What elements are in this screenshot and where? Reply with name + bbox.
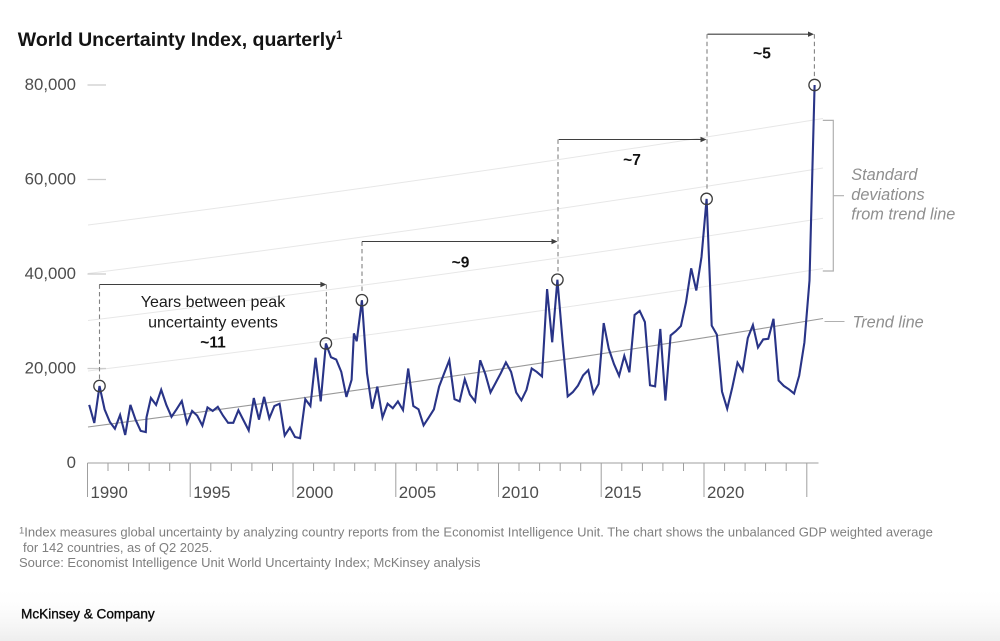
svg-text:40,000: 40,000 [25,264,76,283]
svg-text:for 142 countries, as of Q2 20: for 142 countries, as of Q2 2025. [23,540,212,555]
svg-text:2000: 2000 [296,483,333,502]
svg-text:1Index measures global uncerta: 1Index measures global uncertainty by an… [19,525,933,540]
svg-text:0: 0 [67,453,76,472]
svg-text:~5: ~5 [753,46,771,63]
svg-text:from trend line: from trend line [851,205,955,223]
svg-text:~11: ~11 [200,335,226,352]
svg-text:Source: Economist Intelligence: Source: Economist Intelligence Unit Worl… [19,555,481,570]
svg-text:20,000: 20,000 [25,359,76,378]
svg-text:Standard: Standard [851,166,918,184]
svg-text:Trend line: Trend line [853,314,924,332]
svg-text:1995: 1995 [193,483,230,502]
svg-text:60,000: 60,000 [25,170,76,189]
svg-text:2010: 2010 [502,483,539,502]
svg-text:2005: 2005 [399,483,436,502]
svg-text:uncertainty events: uncertainty events [148,315,278,332]
svg-text:World Uncertainty Index, quart: World Uncertainty Index, quarterly1 [18,29,343,51]
svg-text:80,000: 80,000 [25,75,76,94]
svg-text:Years between peak: Years between peak [141,294,286,311]
svg-text:McKinsey & Company: McKinsey & Company [21,607,155,622]
svg-text:2020: 2020 [707,483,744,502]
svg-text:1990: 1990 [91,483,128,502]
svg-text:~7: ~7 [623,152,641,169]
svg-text:deviations: deviations [851,186,924,204]
svg-text:~9: ~9 [452,254,470,271]
svg-text:2015: 2015 [604,483,641,502]
